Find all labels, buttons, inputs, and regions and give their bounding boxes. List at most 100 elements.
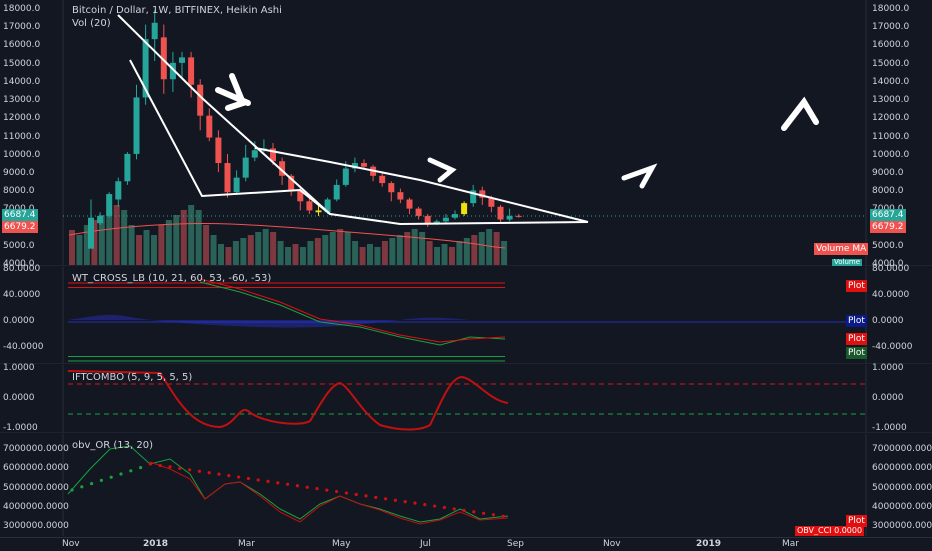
volume-bar (232, 241, 239, 265)
volume-bar (76, 235, 83, 265)
price-pane[interactable]: Bitcoin / Dollar, 1W, BITFINEX, Heikin A… (0, 0, 932, 269)
time-label-0: Nov (62, 539, 80, 549)
obv-dot (325, 488, 329, 492)
obv-dot (305, 485, 309, 489)
price-tick-right-10: 8000.0 (872, 186, 904, 197)
candle-body (479, 190, 486, 198)
volume-bar (180, 210, 187, 265)
price-tick-right-0: 18000.0 (872, 4, 910, 14)
obv-dot (472, 510, 476, 514)
volume-bar (285, 247, 292, 265)
arrow-2 (427, 157, 457, 183)
wt-tick-left-3: -40.0000 (3, 342, 44, 352)
candle-body (224, 163, 231, 193)
obv-tick-right-3: 4000000.0000 (872, 501, 932, 512)
obv-tick-right-0: 7000000.0000 (872, 444, 932, 454)
arrow-4 (781, 96, 819, 131)
obv-green-line (67, 445, 509, 523)
volume-ma-badge: Volume MA (814, 243, 869, 255)
obv-dot (119, 472, 123, 476)
candle-body (397, 192, 404, 200)
volume-bar (262, 229, 269, 265)
iftcombo-chart[interactable] (0, 365, 932, 433)
volume-bar (478, 232, 485, 265)
obv-dot (344, 491, 348, 495)
volume-bar (307, 241, 314, 265)
price-tick-left-9: 9000.0 (3, 167, 35, 178)
obv-dot (109, 475, 113, 479)
candle-body (88, 217, 94, 249)
candle-body (515, 215, 522, 217)
price-tick-left-6: 12000.0 (3, 113, 41, 124)
volume-bar (277, 241, 284, 265)
price-chart[interactable] (0, 0, 932, 266)
obv-tick-left-0: 7000000.0000 (3, 444, 69, 454)
volume-bar (225, 247, 232, 265)
candle-body (169, 62, 176, 80)
obv-dot (384, 497, 388, 501)
wt-cross-title: WT_CROSS_LB (10, 21, 60, 53, -60, -53) (72, 273, 272, 284)
volume-bar (441, 244, 448, 265)
candle-body (279, 161, 286, 176)
iftcombo-pane[interactable]: IFTCOMBO (5, 9, 5, 5, 5) 1.0000 1.0000 0.0… (0, 363, 932, 433)
candle-body (133, 97, 140, 154)
price-tick-left-3: 15000.0 (3, 58, 41, 69)
time-label-3: May (332, 539, 351, 549)
trendline-upper (254, 147, 589, 223)
price-tick-left-0: 18000.0 (3, 4, 41, 14)
candle-body (151, 22, 158, 40)
volume-bar (218, 244, 224, 265)
time-axis[interactable]: Nov 2018 Mar May Jul Sep Nov 2019 Mar (0, 537, 932, 551)
obv-dot (393, 498, 397, 502)
price-tick-left-4: 14000.0 (3, 76, 41, 87)
obv-title: obv_OR (13, 20) (72, 440, 153, 451)
volume-bar (83, 225, 90, 265)
obv-dot (442, 505, 446, 510)
price-tick-left-7: 11000.0 (3, 131, 41, 142)
wt-cross-pane[interactable]: WT_CROSS_LB (10, 21, 60, 53, -60, -53) 8… (0, 264, 932, 364)
wt-tick-right-1: 40.0000 (872, 290, 910, 300)
price-tick-left-13: 5000.0 (3, 240, 35, 251)
obv-plot-badge: Plot (846, 515, 867, 527)
obv-dot (501, 514, 505, 518)
obv-cci-badge: OBV_CCI 0.0000 (795, 526, 865, 536)
volume-bar (344, 232, 351, 265)
obv-dot (148, 462, 152, 466)
volume-bar (240, 238, 247, 265)
obv-tick-left-1: 6000000.0000 (3, 463, 69, 474)
candle-body (388, 183, 395, 193)
obv-dot (246, 476, 250, 481)
obv-dot (256, 478, 260, 482)
wt-cross-chart[interactable] (0, 267, 932, 364)
volume-bar (91, 220, 98, 265)
price-tick-left-5: 13000.0 (3, 95, 41, 106)
price-tick-right-3: 15000.0 (872, 58, 910, 69)
obv-dot (70, 488, 74, 492)
obv-dot (99, 478, 103, 482)
chart-title: Bitcoin / Dollar, 1W, BITFINEX, Heikin A… (72, 5, 282, 16)
candle-body (361, 163, 367, 167)
obv-tick-left-2: 5000000.0000 (3, 482, 69, 493)
volume-bar (322, 235, 329, 265)
wt-tick-right-2: 0.0000 (872, 316, 904, 326)
obv-dot (413, 501, 417, 505)
volume-bar (426, 241, 433, 265)
obv-chart[interactable] (0, 434, 932, 536)
obv-dot (433, 504, 437, 508)
obv-dot (276, 481, 280, 485)
candle-body (342, 168, 349, 185)
candle-body (351, 163, 358, 169)
volume-bar (419, 232, 426, 265)
volume-bar (471, 235, 478, 265)
wt-plot-badge-1: Plot (846, 280, 867, 292)
obv-pane[interactable]: obv_OR (13, 20) 7000000.0000 7000000.0000… (0, 434, 932, 536)
wt-tick-left-0: 80.0000 (3, 264, 41, 274)
volume-ma-line (68, 222, 506, 249)
obv-dot (462, 508, 466, 512)
obv-dot (491, 513, 495, 517)
candle-body (470, 190, 477, 204)
volume-bar (367, 244, 373, 265)
volume-bar (434, 247, 441, 265)
price-bg (0, 0, 932, 266)
volume-bar (136, 235, 143, 265)
